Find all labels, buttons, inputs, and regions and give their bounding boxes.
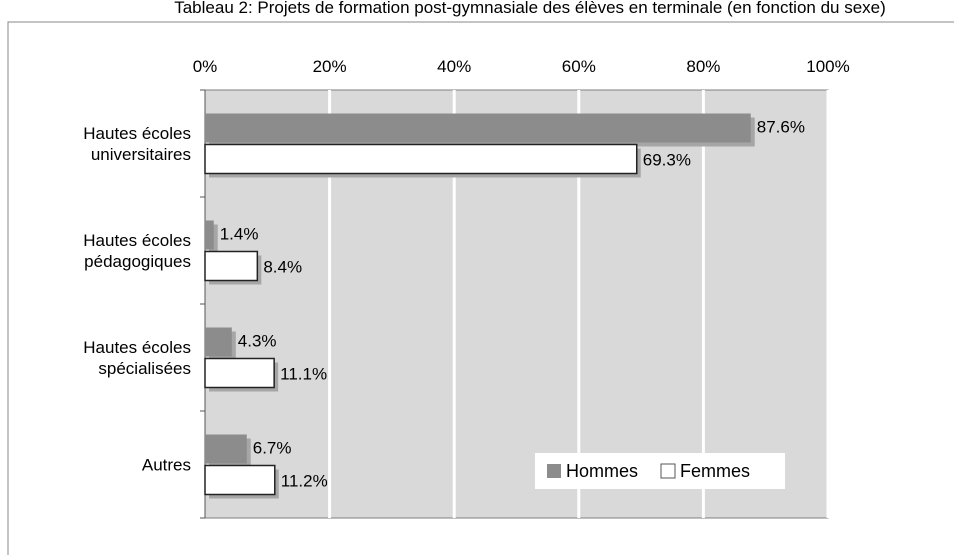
bar-femmes <box>204 143 638 175</box>
category-label: pédagogiques <box>84 252 191 271</box>
bar-femmes <box>204 357 275 389</box>
legend-box <box>535 453 785 489</box>
labels: Hautes écoles universitaires 87.6% 69.3% Hau… <box>83 118 805 491</box>
category-label: universitaires <box>91 145 191 164</box>
chart-title: Tableau 2: Projets de formation post-gym… <box>174 0 886 17</box>
data-label: 1.4% <box>220 225 259 244</box>
category-label: Hautes écoles <box>83 231 191 250</box>
axes: 0% 20% 40% 60% 80% 100% <box>193 57 850 519</box>
x-tick-label: 0% <box>193 57 218 76</box>
data-label: 8.4% <box>263 258 302 277</box>
data-label: 6.7% <box>253 439 292 458</box>
legend-label: Femmes <box>680 461 750 481</box>
bar-hommes <box>205 327 232 357</box>
data-label: 4.3% <box>238 332 277 351</box>
x-tick-label: 80% <box>686 57 720 76</box>
x-tick-label: 100% <box>806 57 849 76</box>
data-label: 11.2% <box>281 472 328 491</box>
chart-frame <box>7 21 954 555</box>
legend-swatch-femmes <box>660 463 676 479</box>
x-tick-label: 20% <box>313 57 347 76</box>
data-label: 11.1% <box>280 365 327 384</box>
data-label: 87.6% <box>757 118 805 137</box>
category-label: Hautes écoles <box>83 338 191 357</box>
legend: Hommes Femmes <box>535 453 785 489</box>
category-label: Hautes écoles <box>83 124 191 143</box>
data-label: 69.3% <box>643 151 691 170</box>
bar-hommes <box>205 220 214 250</box>
x-tick-label: 60% <box>562 57 596 76</box>
bar-hommes <box>205 434 247 464</box>
category-label: spécialisées <box>98 359 191 378</box>
bar-hommes <box>205 113 751 143</box>
x-tick-label: 40% <box>437 57 471 76</box>
legend-swatch-hommes <box>547 464 561 478</box>
legend-label: Hommes <box>566 461 638 481</box>
bars <box>204 113 755 499</box>
bar-femmes <box>204 464 276 496</box>
category-label: Autres <box>142 456 191 475</box>
bar-femmes <box>204 250 259 282</box>
